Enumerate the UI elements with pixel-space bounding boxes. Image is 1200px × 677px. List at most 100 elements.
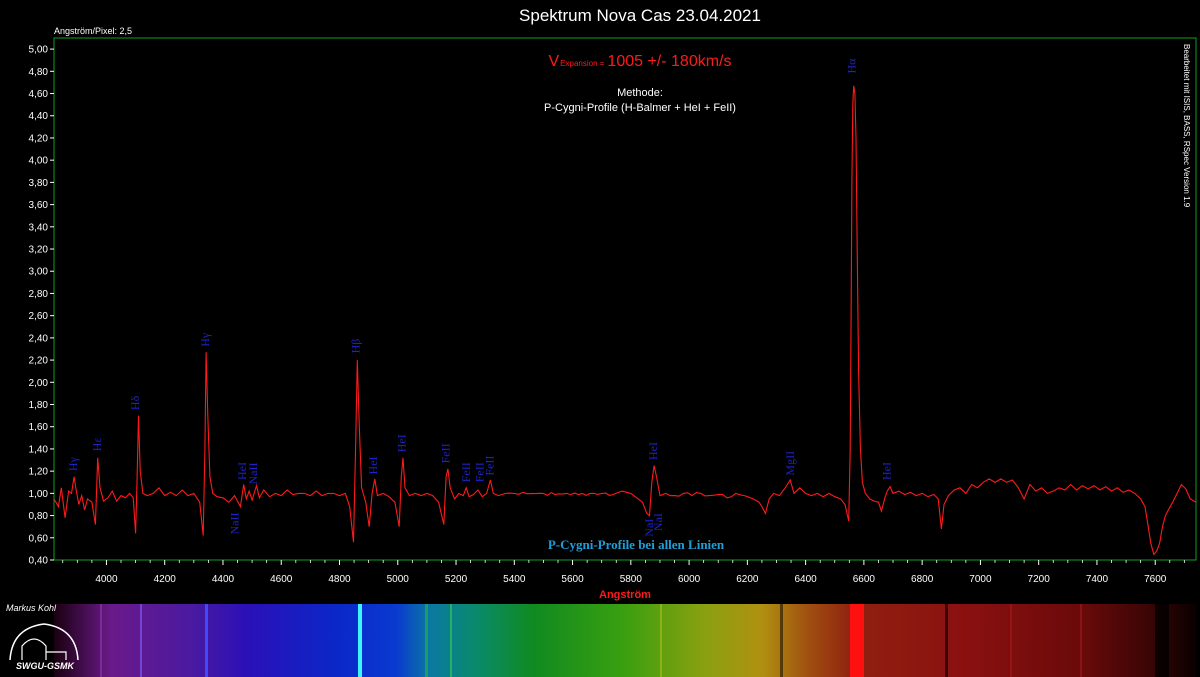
spectrum-color-strip xyxy=(54,604,1196,677)
y-tick-label: 0,60 xyxy=(29,533,49,544)
strip-line xyxy=(1080,604,1082,677)
chart-title: Spektrum Nova Cas 23.04.2021 xyxy=(519,6,761,25)
y-tick-label: 2,80 xyxy=(29,289,49,300)
spectrum-strip-lines xyxy=(100,604,1169,677)
x-tick-label: 7600 xyxy=(1144,574,1167,585)
x-tick-label: 5800 xyxy=(620,574,643,585)
line-label: NaII xyxy=(246,463,260,485)
x-tick-label: 5000 xyxy=(387,574,410,585)
line-label: Hγ xyxy=(66,456,80,471)
y-tick-label: 1,60 xyxy=(29,422,49,433)
y-tick-label: 3,00 xyxy=(29,267,49,278)
scale-note: Angström/Pixel: 2,5 xyxy=(54,26,132,36)
observatory-building-icon xyxy=(21,638,67,660)
observatory-dome-icon xyxy=(9,623,79,661)
line-label: Hγ xyxy=(198,332,212,347)
author-name: Markus Kohl xyxy=(6,603,57,613)
y-tick-label: 0,40 xyxy=(29,556,49,567)
x-tick-label: 6200 xyxy=(736,574,759,585)
spectrum-series-line xyxy=(53,85,1197,556)
y-tick-label: 2,20 xyxy=(29,356,49,367)
vexp-value: 1005 +/- 180km/s xyxy=(607,53,731,70)
x-tick-label: 7400 xyxy=(1086,574,1109,585)
method-title: Methode: xyxy=(617,87,663,99)
strip-line xyxy=(850,604,864,677)
line-label: FeII xyxy=(438,443,452,463)
x-axis-label: Angström xyxy=(599,589,651,601)
y-tick-label: 1,40 xyxy=(29,444,49,455)
y-tick-label: 2,60 xyxy=(29,311,49,322)
line-label: HeI xyxy=(366,457,380,475)
vexp-prefix: V xyxy=(548,53,559,70)
line-label: HeI xyxy=(395,434,409,452)
strip-line xyxy=(205,604,208,677)
y-tick-label: 3,20 xyxy=(29,245,49,256)
y-tick-label: 0,80 xyxy=(29,511,49,522)
x-tick-label: 7000 xyxy=(969,574,992,585)
logo-text: SWGU-GSMK xyxy=(16,661,75,671)
strip-line xyxy=(358,604,362,677)
line-label: Hε xyxy=(90,437,104,451)
x-tick-label: 5600 xyxy=(561,574,584,585)
line-label: FeII xyxy=(483,456,497,476)
y-tick-label: 2,40 xyxy=(29,333,49,344)
line-label: HeI xyxy=(646,442,660,460)
strip-line xyxy=(945,604,948,677)
x-tick-label: 4000 xyxy=(95,574,118,585)
line-label: Hδ xyxy=(128,395,142,410)
y-tick-label: 4,40 xyxy=(29,111,49,122)
strip-line xyxy=(780,604,783,677)
x-tick-label: 4400 xyxy=(212,574,235,585)
strip-line xyxy=(1010,604,1012,677)
line-label: MgII xyxy=(783,451,797,476)
y-tick-label: 4,60 xyxy=(29,89,49,100)
y-tick-label: 3,80 xyxy=(29,178,49,189)
strip-line xyxy=(425,604,428,677)
x-tick-label: 5400 xyxy=(503,574,526,585)
x-axis: 4000 4200 4400 4600 4800 5000 5200 5400 5600 5800… xyxy=(62,560,1185,585)
y-tick-label: 1,80 xyxy=(29,400,49,411)
line-label: NaII xyxy=(228,513,242,535)
x-tick-label: 6600 xyxy=(853,574,876,585)
vexp-sub: Expansion = xyxy=(560,59,605,68)
method-text: P-Cygni-Profile (H-Balmer + HeI + FeII) xyxy=(544,102,736,114)
observatory-logo: SWGU-GSMK xyxy=(9,623,79,671)
y-tick-label: 3,60 xyxy=(29,200,49,211)
plot-frame xyxy=(53,37,1197,561)
line-label: Hα xyxy=(845,58,859,74)
strip-line xyxy=(1155,604,1169,677)
strip-line xyxy=(660,604,662,677)
line-label: HeI xyxy=(880,462,894,480)
line-label: FeII xyxy=(459,462,473,482)
strip-line xyxy=(450,604,452,677)
x-tick-label: 5200 xyxy=(445,574,468,585)
x-tick-label: 6000 xyxy=(678,574,701,585)
x-tick-label: 4600 xyxy=(270,574,293,585)
y-tick-label: 1,00 xyxy=(29,489,49,500)
y-tick-label: 5,00 xyxy=(29,45,49,56)
line-label: NaI xyxy=(651,513,665,531)
y-axis: 0,40 0,60 0,80 1,00 1,20 1,40 1,60 1,80 2,00 2,20… xyxy=(29,45,54,567)
y-tick-label: 2,00 xyxy=(29,378,49,389)
software-note: Bearbeitet mit ISIS, BASS, RSpec Version… xyxy=(1182,44,1191,208)
y-tick-label: 4,20 xyxy=(29,133,49,144)
x-tick-label: 7200 xyxy=(1028,574,1051,585)
y-tick-label: 1,20 xyxy=(29,467,49,478)
line-label: NaI xyxy=(642,519,656,537)
x-tick-label: 4800 xyxy=(328,574,351,585)
line-label: Hβ xyxy=(349,339,363,354)
x-tick-label: 6400 xyxy=(794,574,817,585)
y-tick-label: 4,00 xyxy=(29,156,49,167)
line-label: FeII xyxy=(472,462,486,482)
strip-line xyxy=(100,604,102,677)
pcygni-note: P-Cygni-Profile bei allen Linien xyxy=(548,537,725,552)
x-tick-label: 6800 xyxy=(911,574,934,585)
y-tick-label: 4,80 xyxy=(29,67,49,78)
strip-line xyxy=(140,604,142,677)
y-tick-label: 3,40 xyxy=(29,222,49,233)
vexp-annotation: VExpansion = 1005 +/- 180km/s xyxy=(548,53,731,70)
line-label: HeI xyxy=(235,462,249,480)
x-tick-label: 4200 xyxy=(154,574,177,585)
